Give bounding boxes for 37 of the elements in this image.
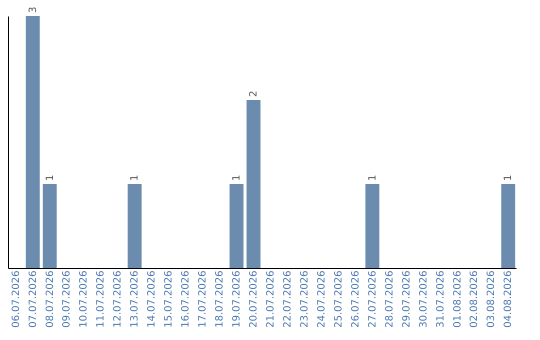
x-tick-label: 18.07.2026 — [214, 270, 226, 328]
x-tick-label: 17.07.2026 — [198, 270, 209, 328]
x-tick-label: 09.07.2026 — [62, 270, 73, 328]
data-label: 1 — [367, 174, 378, 181]
x-tick-label: 11.07.2026 — [96, 270, 107, 328]
data-label: 1 — [44, 174, 56, 181]
x-tick-label: 03.08.2026 — [486, 270, 498, 328]
x-tick-label: 25.07.2026 — [333, 270, 344, 328]
data-label: 1 — [130, 174, 141, 181]
x-tick-label: 04.08.2026 — [503, 270, 514, 328]
data-label: 3 — [28, 6, 39, 13]
x-tick-label: 31.07.2026 — [435, 270, 446, 328]
x-tick-label: 14.07.2026 — [146, 270, 158, 328]
x-tick-label: 20.07.2026 — [248, 270, 260, 328]
x-tick-label: 29.07.2026 — [401, 270, 412, 328]
x-tick-label: 07.07.2026 — [28, 270, 39, 328]
x-tick-label: 15.07.2026 — [164, 270, 175, 328]
x-tick-label: 12.07.2026 — [112, 270, 124, 328]
data-label: 2 — [248, 90, 260, 97]
x-tick-label: 02.08.2026 — [469, 270, 480, 328]
x-tick-label: 22.07.2026 — [282, 270, 294, 328]
x-tick-label: 27.07.2026 — [367, 270, 378, 328]
x-tick-label: 16.07.2026 — [180, 270, 192, 328]
x-tick-label: 23.07.2026 — [299, 270, 310, 328]
x-tick-label: 13.07.2026 — [130, 270, 141, 328]
x-tick-label: 01.08.2026 — [452, 270, 464, 328]
x-tick-label: 10.07.2026 — [78, 270, 90, 328]
x-tick-label: 08.07.2026 — [44, 270, 56, 328]
x-tick-label: 06.07.2026 — [10, 270, 22, 328]
x-tick-label: 28.07.2026 — [384, 270, 396, 328]
x-tick-label: 19.07.2026 — [232, 270, 243, 328]
x-tick-label: 21.07.2026 — [265, 270, 276, 328]
data-label: 1 — [503, 174, 514, 181]
data-label: 1 — [232, 174, 243, 181]
x-tick-label: 24.07.2026 — [316, 270, 328, 328]
x-tick-label: 30.07.2026 — [418, 270, 430, 328]
x-tick-label: 26.07.2026 — [350, 270, 362, 328]
